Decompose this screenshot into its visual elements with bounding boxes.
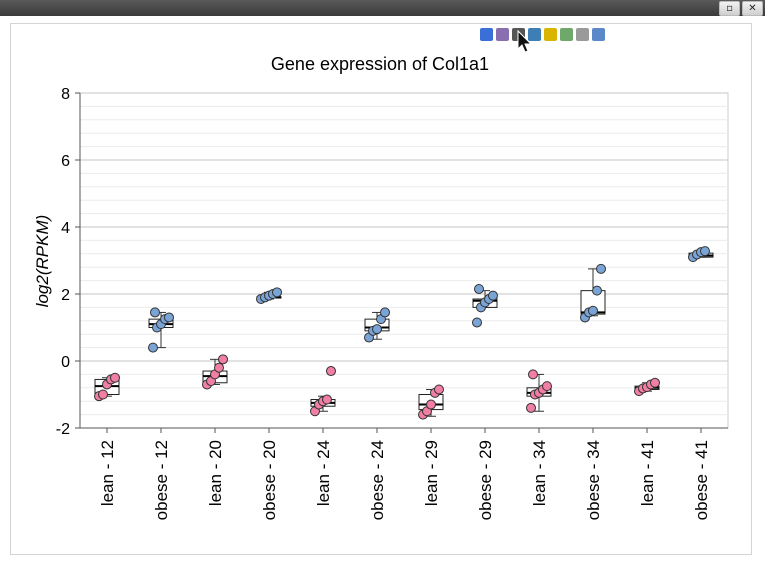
x-tick-label: obese - 34 (584, 440, 603, 520)
x-tick-label: lean - 41 (638, 440, 657, 506)
y-tick-label: 0 (61, 354, 70, 371)
y-axis-label: log2(RPKM) (33, 215, 52, 308)
help-icon[interactable] (480, 28, 493, 41)
data-point-obese (596, 263, 606, 274)
data-point-obese (488, 290, 498, 301)
filter-icon[interactable] (544, 28, 557, 41)
data-point-obese (592, 285, 602, 296)
x-tick-label: lean - 20 (206, 440, 225, 506)
x-tick-label: lean - 24 (314, 440, 333, 506)
y-tick-label: 6 (61, 153, 70, 170)
data-point-obese (700, 246, 710, 257)
data-point-obese (150, 307, 160, 318)
data-point-obese (164, 312, 174, 323)
x-tick-label: lean - 12 (98, 440, 117, 506)
x-tick-label: obese - 12 (152, 440, 171, 520)
restore-icon[interactable]: ▫ (719, 1, 740, 16)
data-point-obese (380, 307, 390, 318)
data-point-lean (526, 402, 536, 413)
x-tick-label: obese - 20 (260, 440, 279, 520)
data-point-obese (472, 317, 482, 328)
y-tick-label: 4 (61, 220, 70, 237)
layout-icon[interactable] (592, 28, 605, 41)
data-point-lean (426, 399, 436, 410)
data-point-lean (326, 366, 336, 377)
close-icon[interactable]: ✕ (742, 1, 763, 16)
data-point-lean (218, 354, 228, 365)
data-point-lean (110, 372, 120, 383)
y-tick-label: 8 (61, 86, 70, 103)
plot-area (79, 92, 729, 429)
data-point-lean (322, 394, 332, 405)
info-icon[interactable] (496, 28, 509, 41)
x-tick-label: obese - 24 (368, 440, 387, 520)
x-tick-label: obese - 29 (476, 440, 495, 520)
data-point-obese (148, 342, 158, 353)
chart-title: Gene expression of Col1a1 (271, 54, 489, 74)
y-tick-label: 2 (61, 287, 70, 304)
data-point-lean (214, 362, 224, 373)
settings-icon[interactable] (576, 28, 589, 41)
data-point-obese (272, 287, 282, 298)
data-point-lean (528, 369, 538, 380)
y-tick-label: -2 (56, 421, 70, 438)
data-point-lean (98, 389, 108, 400)
data-point-obese (474, 283, 484, 294)
data-point-lean (650, 377, 660, 388)
window-titlebar: ▫ ✕ (0, 0, 765, 16)
data-point-lean (434, 384, 444, 395)
data-point-lean (542, 381, 552, 392)
x-tick-label: obese - 41 (692, 440, 711, 520)
x-tick-label: lean - 34 (530, 440, 549, 506)
data-point-obese (372, 324, 382, 335)
data-point-obese (588, 305, 598, 316)
x-tick-label: lean - 29 (422, 440, 441, 506)
table-icon[interactable] (560, 28, 573, 41)
